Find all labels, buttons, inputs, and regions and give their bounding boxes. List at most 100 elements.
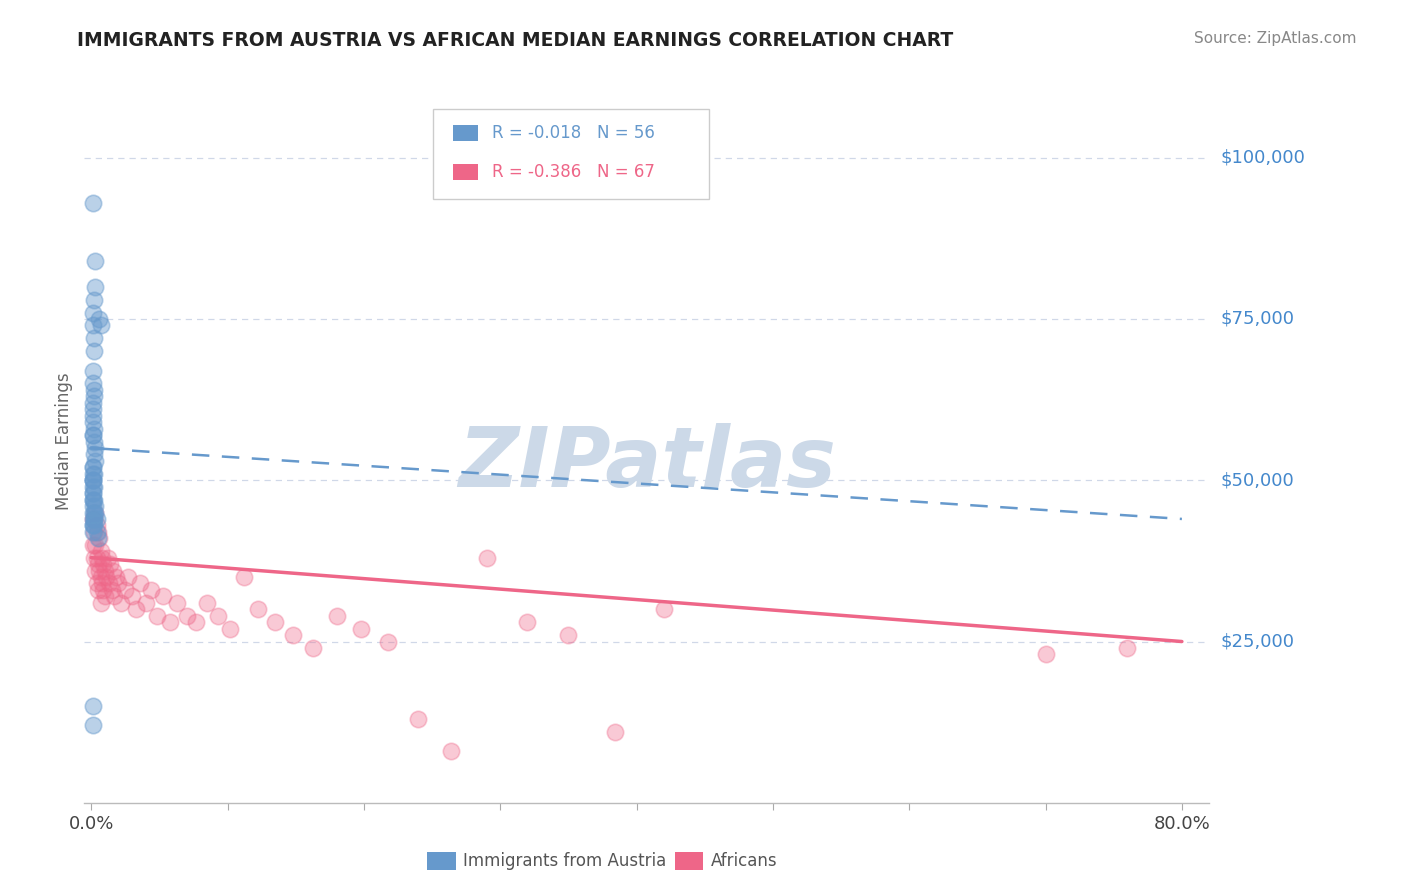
Text: $75,000: $75,000	[1220, 310, 1295, 328]
FancyBboxPatch shape	[453, 164, 478, 180]
Point	[82, 518, 104, 533]
Text: $25,000: $25,000	[1220, 632, 1295, 650]
Point	[93, 582, 115, 597]
Point	[141, 582, 163, 597]
Point	[408, 712, 430, 726]
Point	[96, 570, 118, 584]
Point	[83, 389, 105, 403]
Point	[83, 506, 105, 520]
Text: R = -0.386   N = 67: R = -0.386 N = 67	[492, 163, 654, 181]
Point	[83, 383, 105, 397]
Point	[129, 576, 152, 591]
Text: $100,000: $100,000	[1220, 149, 1305, 167]
Text: ZIPatlas: ZIPatlas	[458, 423, 835, 504]
Point	[82, 506, 104, 520]
Point	[82, 363, 104, 377]
FancyBboxPatch shape	[675, 852, 703, 870]
Point	[121, 590, 143, 604]
Point	[83, 550, 105, 565]
Text: R = -0.018   N = 56: R = -0.018 N = 56	[492, 124, 654, 142]
Point	[83, 344, 105, 359]
Point	[159, 615, 181, 630]
Point	[90, 318, 112, 333]
Point	[83, 512, 105, 526]
Point	[84, 253, 107, 268]
FancyBboxPatch shape	[453, 125, 478, 141]
Point	[83, 512, 105, 526]
Point	[96, 550, 118, 565]
Point	[176, 608, 198, 623]
Point	[89, 531, 111, 545]
Point	[117, 570, 139, 584]
Point	[82, 428, 104, 442]
Point	[82, 718, 104, 732]
Point	[82, 486, 104, 500]
Point	[264, 615, 287, 630]
Point	[84, 564, 107, 578]
Point	[82, 518, 104, 533]
FancyBboxPatch shape	[433, 109, 709, 200]
Point	[83, 434, 105, 449]
Point	[82, 492, 104, 507]
Point	[82, 492, 104, 507]
Point	[325, 608, 347, 623]
Point	[377, 634, 399, 648]
Point	[82, 473, 104, 487]
Point	[82, 195, 104, 210]
Point	[186, 615, 208, 630]
Point	[207, 608, 229, 623]
Point	[87, 582, 110, 597]
Point	[281, 628, 304, 642]
Point	[83, 518, 105, 533]
Point	[82, 538, 104, 552]
Text: Immigrants from Austria: Immigrants from Austria	[464, 852, 666, 870]
Point	[82, 409, 104, 423]
Point	[90, 570, 112, 584]
Point	[107, 576, 129, 591]
Text: Source: ZipAtlas.com: Source: ZipAtlas.com	[1194, 31, 1357, 46]
Point	[86, 550, 108, 565]
Point	[82, 499, 104, 513]
Point	[82, 305, 104, 319]
Point	[302, 640, 325, 655]
Point	[103, 590, 125, 604]
Point	[82, 524, 104, 539]
Point	[83, 293, 105, 307]
Point	[98, 557, 121, 571]
Point	[83, 447, 105, 461]
Point	[84, 506, 107, 520]
Point	[89, 564, 111, 578]
Point	[83, 480, 105, 494]
Point	[232, 570, 254, 584]
Point	[84, 506, 107, 520]
Point	[114, 582, 136, 597]
Point	[83, 467, 105, 481]
Point	[87, 531, 110, 545]
Point	[557, 628, 579, 642]
Point	[82, 460, 104, 475]
Point	[82, 486, 104, 500]
Point	[82, 318, 104, 333]
Point	[82, 512, 104, 526]
Point	[440, 744, 463, 758]
Point	[82, 512, 104, 526]
Point	[350, 622, 373, 636]
Point	[94, 590, 117, 604]
Point	[84, 454, 107, 468]
Point	[82, 402, 104, 417]
Point	[91, 550, 114, 565]
Y-axis label: Median Earnings: Median Earnings	[55, 373, 73, 510]
Point	[166, 596, 188, 610]
Point	[94, 564, 117, 578]
Point	[1035, 648, 1057, 662]
Point	[195, 596, 218, 610]
Point	[135, 596, 157, 610]
Point	[84, 441, 107, 455]
Point	[219, 622, 242, 636]
Point	[82, 428, 104, 442]
Point	[87, 557, 110, 571]
Point	[82, 473, 104, 487]
Point	[82, 376, 104, 391]
Point	[246, 602, 269, 616]
Point	[97, 576, 120, 591]
